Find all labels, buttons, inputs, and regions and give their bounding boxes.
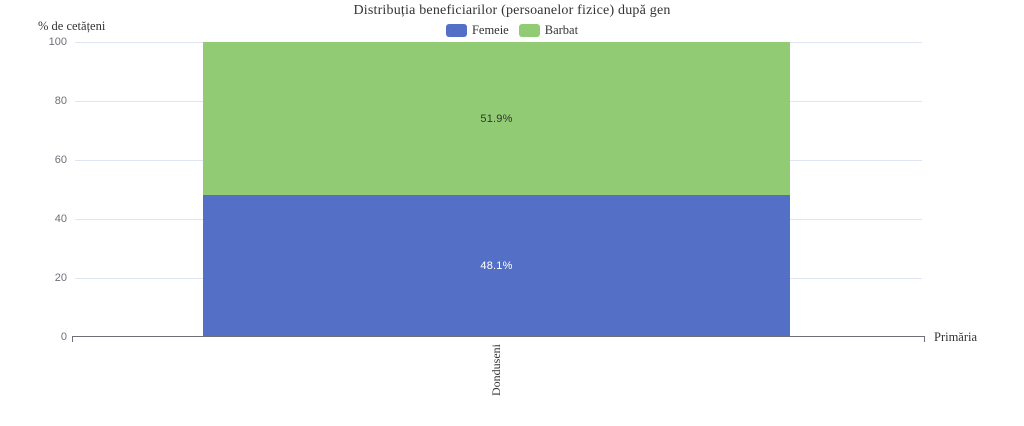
x-axis-line [72, 336, 925, 337]
x-axis-tick-right [924, 337, 925, 342]
bar-segment-barbat[interactable]: 51.9% [203, 42, 790, 196]
chart-title: Distribuția beneficiarilor (persoanelor … [353, 3, 671, 18]
x-category-label: Donduseni [489, 344, 503, 396]
y-tick-label: 20 [54, 272, 67, 284]
legend-label: Femeie [471, 23, 509, 37]
bar-value-label: 51.9% [480, 112, 513, 125]
legend-item-barbat[interactable]: Barbat [518, 23, 579, 37]
bar-value-label: 48.1% [480, 260, 513, 273]
y-tick-label: 60 [54, 154, 67, 166]
y-axis-title: % de cetățeni [38, 19, 106, 33]
y-tick-label: 40 [54, 213, 67, 225]
legend-swatch-femeie [445, 24, 467, 37]
legend-item-femeie[interactable]: Femeie [445, 23, 509, 37]
y-tick-label: 0 [60, 331, 67, 343]
x-axis-title: Primăria [934, 330, 978, 344]
x-axis-tick-left [72, 337, 73, 342]
legend: Femeie Barbat [0, 24, 1024, 37]
y-tick-label: 100 [48, 36, 67, 48]
plot-area: 51.9% 48.1% 0 20 40 60 80 100 [49, 36, 925, 343]
stacked-bar: 51.9% 48.1% [203, 42, 790, 337]
legend-swatch-barbat [518, 24, 540, 37]
y-tick-label: 80 [54, 95, 67, 107]
bar-segment-femeie[interactable]: 48.1% [203, 195, 790, 337]
legend-label: Barbat [544, 23, 579, 37]
